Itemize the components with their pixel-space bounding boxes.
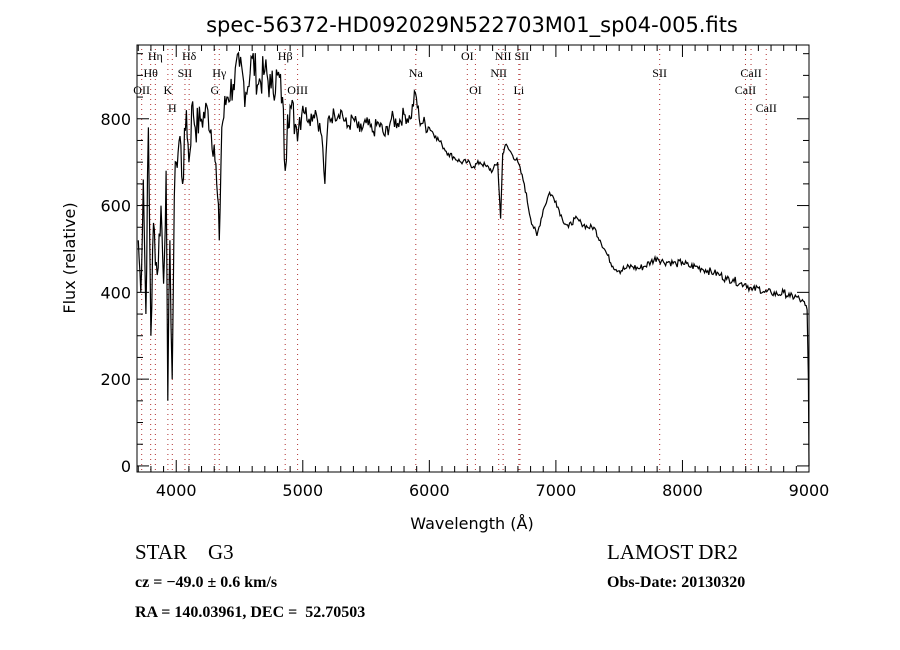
object-class: STAR [135, 540, 187, 564]
line-mark-label: SII [178, 66, 193, 80]
survey-name: LAMOST DR2 [607, 540, 738, 564]
line-mark-label: Hβ [278, 49, 293, 63]
line-mark-label: OIII [287, 83, 308, 97]
x-tick-label: 8000 [662, 481, 703, 500]
line-mark-label: NII [495, 49, 512, 63]
line-mark-label: NII [490, 66, 507, 80]
line-mark-label: CaII [740, 66, 761, 80]
line-mark-label: SII [515, 49, 530, 63]
y-tick-label: 400 [100, 283, 131, 302]
coordinates: RA = 140.03961, DEC = 52.70503 [135, 604, 366, 621]
line-mark-label: Na [409, 66, 424, 80]
line-mark-label: Hγ [212, 66, 227, 80]
line-mark-label: OI [469, 83, 482, 97]
line-mark-label: K [164, 83, 173, 97]
x-tick-label: 7000 [536, 481, 577, 500]
object-subclass: G3 [208, 540, 234, 564]
x-tick-label: 9000 [789, 481, 830, 500]
line-mark-label: CaII [735, 83, 756, 97]
y-tick-label: 800 [100, 110, 131, 129]
y-tick-label: 0 [121, 457, 131, 476]
chart-title: spec-56372-HD092029N522703M01_sp04-005.f… [206, 13, 738, 38]
line-mark-label: H [168, 101, 177, 115]
line-mark-label: OI [461, 49, 474, 63]
redshift-info: cz = −49.0 ± 0.6 km/s [135, 574, 278, 591]
x-tick-label: 6000 [409, 481, 450, 500]
line-mark-label: Hθ [144, 66, 159, 80]
line-mark-label: Hδ [182, 49, 197, 63]
y-axis-label: Flux (relative) [60, 202, 79, 313]
spectrum-line [137, 51, 810, 466]
x-tick-label: 4000 [156, 481, 197, 500]
line-mark-label: G [211, 83, 220, 97]
x-tick-label: 5000 [282, 481, 323, 500]
y-tick-label: 200 [100, 370, 131, 389]
x-axis-label: Wavelength (Å) [410, 514, 533, 533]
line-mark-label: CaII [756, 101, 777, 115]
plot-frame [136, 44, 810, 473]
line-mark-label: OII [133, 83, 150, 97]
line-mark-label: SII [652, 66, 667, 80]
line-mark-label: Hη [148, 49, 163, 63]
line-mark-label: Li [514, 83, 525, 97]
obs-date: Obs-Date: 20130320 [607, 574, 746, 591]
y-tick-label: 600 [100, 197, 131, 216]
